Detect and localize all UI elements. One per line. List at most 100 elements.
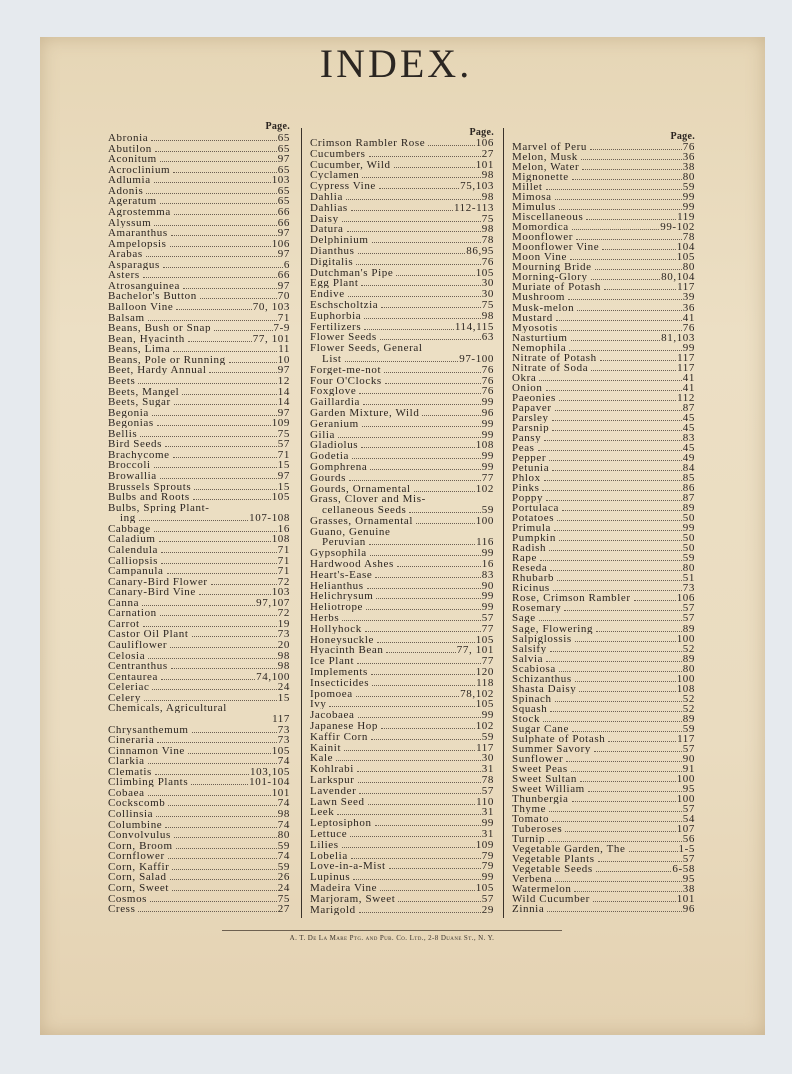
entry-page-number: 30 bbox=[481, 278, 494, 289]
entry-name: Bird Seeds bbox=[108, 439, 162, 450]
entry-name: Cauliflower bbox=[108, 640, 168, 650]
dot-leader bbox=[151, 140, 277, 141]
index-entry: Kaffir Corn 59 bbox=[310, 732, 494, 742]
dot-leader bbox=[162, 266, 283, 268]
index-entry: Brachycome 71 bbox=[108, 450, 290, 460]
entry-page-number: 74 bbox=[277, 851, 290, 862]
dot-leader bbox=[547, 911, 682, 913]
entry-name: Abronia bbox=[108, 133, 149, 143]
index-entry: Lobelia 79 bbox=[310, 851, 494, 861]
entry-page-number: 97 bbox=[277, 154, 290, 165]
index-entry: Four O'Clocks 76 bbox=[310, 376, 494, 386]
entry-name: Cucumber, Wild bbox=[310, 159, 391, 170]
dot-leader bbox=[150, 900, 277, 902]
dot-leader bbox=[558, 670, 682, 672]
index-entry: Zinnia 96 bbox=[512, 904, 695, 914]
dot-leader bbox=[367, 803, 476, 805]
entry-name: Mushroom bbox=[512, 292, 566, 303]
entry-page-number: 98 bbox=[277, 809, 290, 819]
index-entry: Pansy 83 bbox=[512, 433, 695, 443]
entry-name: Lilies bbox=[310, 839, 339, 850]
entry-page-number: 89 bbox=[682, 713, 695, 724]
dot-leader bbox=[364, 328, 454, 330]
index-entry: Implements 120 bbox=[310, 667, 494, 677]
entry-name: Rose, Crimson Rambler bbox=[512, 593, 631, 604]
dot-leader bbox=[548, 841, 682, 843]
index-entry: Melon, Musk 36 bbox=[512, 152, 695, 162]
index-entry: Nitrate of Soda 117 bbox=[512, 363, 695, 373]
footer-rule bbox=[222, 930, 562, 931]
index-entry: Flower Seeds, General bbox=[310, 343, 494, 353]
entry-page-number: 99 bbox=[481, 591, 494, 602]
entry-page-number: 76 bbox=[481, 256, 494, 267]
entry-page-number: 65 bbox=[277, 164, 290, 175]
entry-page-number: 75 bbox=[277, 428, 290, 439]
entry-page-number: 31 bbox=[481, 807, 494, 818]
entry-name: Kaffir Corn bbox=[310, 731, 369, 742]
entry-name: Beet, Hardy Annual bbox=[108, 365, 207, 376]
dot-leader bbox=[557, 580, 682, 582]
dot-leader bbox=[169, 879, 277, 881]
index-entry: Mimulus 99 bbox=[512, 202, 695, 212]
index-entry: Convolvulus 80 bbox=[108, 830, 290, 840]
entry-name: Mignonette bbox=[512, 172, 569, 183]
entry-name: Lettuce bbox=[310, 829, 348, 839]
entry-page-number: 57 bbox=[682, 603, 695, 614]
entry-name: Moonflower Vine bbox=[512, 242, 600, 253]
entry-page-number: 38 bbox=[682, 884, 695, 895]
dot-leader bbox=[361, 285, 481, 287]
dot-leader bbox=[143, 699, 277, 701]
entry-page-number: 50 bbox=[682, 543, 695, 554]
index-entry: Delphinium 78 bbox=[310, 235, 494, 245]
dot-leader bbox=[381, 728, 475, 730]
dot-leader bbox=[147, 794, 271, 796]
entry-page-number: 57 bbox=[481, 893, 494, 904]
index-entry: Heart's-Ease 83 bbox=[310, 570, 494, 580]
index-entry: Garden Mixture, Wild 96 bbox=[310, 408, 494, 418]
dot-leader bbox=[159, 203, 277, 205]
entry-page-number: 65 bbox=[277, 133, 290, 143]
dot-leader bbox=[199, 298, 277, 300]
entry-page-number: 75 bbox=[277, 893, 290, 904]
entry-page-number: 85 bbox=[682, 473, 695, 484]
entry-name: Convolvulus bbox=[108, 830, 171, 841]
entry-name: Flower Seeds, General bbox=[310, 343, 423, 354]
entry-name: Centaurea bbox=[108, 671, 158, 682]
entry-page-number: 30 bbox=[481, 289, 494, 300]
entry-page-number: 117 bbox=[677, 282, 695, 293]
dot-leader bbox=[544, 439, 682, 441]
entry-name: Morning-Glory bbox=[512, 272, 588, 283]
index-entry: Squash 52 bbox=[512, 704, 695, 714]
entry-page-number: 89 bbox=[682, 623, 695, 634]
dot-leader bbox=[596, 630, 682, 632]
index-entry: Balloon Vine 70, 103 bbox=[108, 302, 290, 312]
entry-name-continuation: Peruvian bbox=[322, 537, 366, 548]
index-entry: Cornflower 74 bbox=[108, 851, 290, 861]
entry-page-number: 31 bbox=[481, 829, 494, 839]
index-entry: Centranthus 98 bbox=[108, 661, 290, 671]
index-entry: Rape 59 bbox=[512, 553, 695, 563]
index-entry: Clarkia 74 bbox=[108, 756, 290, 766]
entry-page-number: 57 bbox=[682, 613, 695, 624]
dot-leader bbox=[159, 161, 277, 163]
entry-name: Leek bbox=[310, 807, 335, 818]
entry-page-number: 104 bbox=[676, 242, 695, 253]
entry-page-number: 66 bbox=[277, 270, 290, 281]
dot-leader bbox=[154, 773, 250, 775]
entry-page-number: 50 bbox=[682, 513, 695, 524]
index-entry: Sugar Cane 59 bbox=[512, 724, 695, 734]
index-entry: Campanula 71 bbox=[108, 566, 290, 576]
index-entry: Salvia 89 bbox=[512, 654, 695, 664]
index-entry: Lawn Seed 110 bbox=[310, 797, 494, 807]
entry-name: Primula bbox=[512, 523, 552, 534]
entry-page-number: 75 bbox=[481, 213, 494, 224]
entry-page-number: 76 bbox=[682, 322, 695, 333]
entry-name: Canary-Bird Vine bbox=[108, 587, 196, 598]
entry-name: Tuberoses bbox=[512, 824, 563, 835]
entry-page-number: 98 bbox=[481, 224, 494, 235]
entry-name: Mourning Bride bbox=[512, 262, 592, 273]
dot-leader bbox=[173, 837, 277, 839]
index-entry: Crimson Rambler Rose 106 bbox=[310, 138, 494, 148]
entry-name: Gilia bbox=[310, 429, 335, 440]
entry-name: Rosemary bbox=[512, 603, 562, 614]
